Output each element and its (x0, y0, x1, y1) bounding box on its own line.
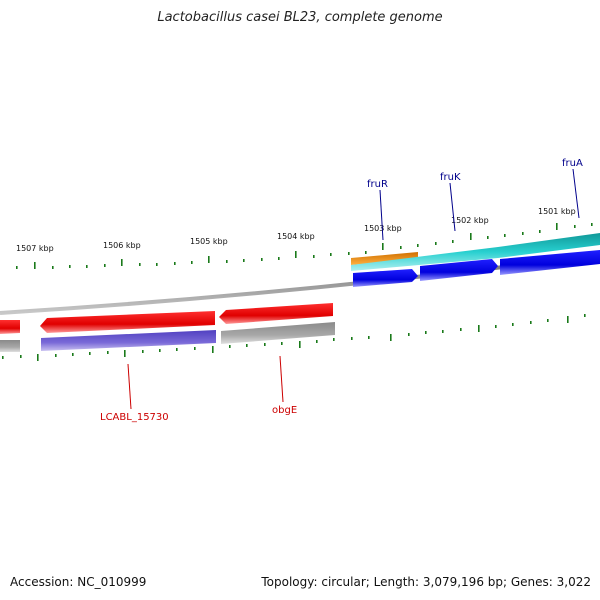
gene-label-lcabl[interactable]: LCABL_15730 (100, 412, 169, 423)
obgE-leader (279, 355, 284, 403)
upper-tick-row (16, 223, 593, 269)
gene-feature-teal[interactable] (351, 233, 600, 271)
gene-feature-gray-left[interactable] (0, 340, 20, 352)
tick-label: 1506 kbp (103, 241, 141, 250)
fruR-leader (379, 189, 384, 241)
tick-label: 1505 kbp (190, 237, 228, 246)
gene-label-fruK[interactable]: fruK (440, 172, 461, 183)
gene-label-fruA[interactable]: fruA (562, 158, 583, 169)
tick-label: 1501 kbp (538, 207, 576, 216)
lcabl-leader (127, 363, 132, 410)
genome-summary-text: Topology: circular; Length: 3,079,196 bp… (261, 575, 591, 589)
gene-label-obgE[interactable]: obgE (272, 405, 297, 416)
gene-feature-gray[interactable] (221, 322, 335, 344)
tick-label: 1503 kbp (364, 224, 402, 233)
tick-label: 1502 kbp (451, 216, 489, 225)
gene-feature-purple[interactable] (41, 330, 216, 351)
accession-text: Accession: NC_010999 (10, 575, 147, 589)
gene-fruR-feature[interactable] (351, 252, 418, 265)
tick-label: 1507 kbp (16, 244, 54, 253)
gene-label-fruR[interactable]: fruR (367, 179, 388, 190)
fruK-leader (449, 182, 456, 232)
cds-fruK-arrow[interactable] (420, 259, 498, 281)
cds-fruA-arrow[interactable] (500, 250, 600, 275)
cds-fruR-arrow[interactable] (353, 269, 418, 287)
cds-obgE-arrow[interactable] (219, 303, 333, 324)
map-title: Lactobacillus casei BL23, complete genom… (157, 10, 443, 25)
cds-lcabl-arrow[interactable] (40, 311, 215, 333)
cds-partial-left-arrow[interactable] (0, 320, 20, 334)
tick-label: 1504 kbp (277, 232, 315, 241)
fruA-leader (572, 168, 580, 219)
lower-tick-row (2, 314, 586, 361)
